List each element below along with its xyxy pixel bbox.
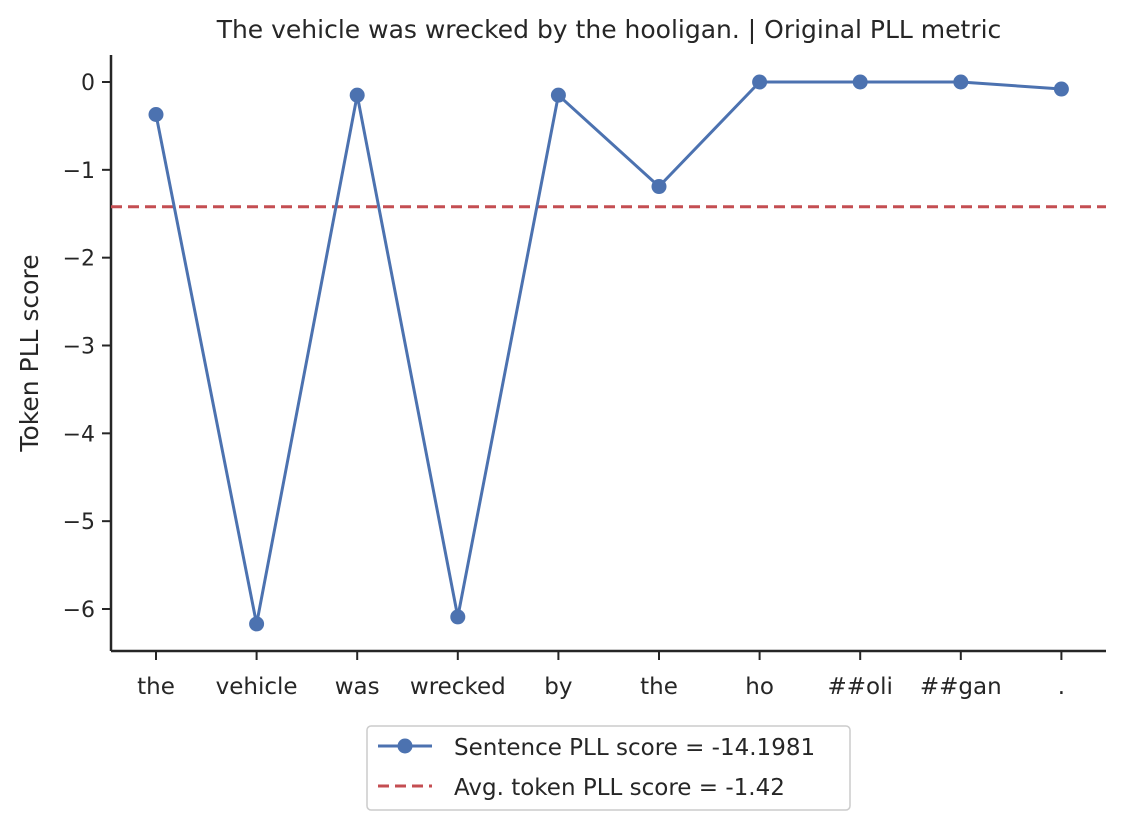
y-tick-label: −3 (63, 335, 95, 360)
y-axis-label: Token PLL score (15, 254, 44, 452)
data-point (1053, 81, 1069, 97)
y-tick-label: −5 (63, 510, 95, 535)
legend-series-marker (397, 738, 413, 754)
tick-label-layer: 0 −1 −2 −3 −4 −5 −6 the vehicle was wrecked by the ho… (63, 71, 1065, 700)
data-point (953, 74, 969, 90)
data-point (550, 87, 566, 103)
x-tick-label: the (137, 674, 175, 700)
x-tick-label: ##gan (920, 674, 1002, 700)
data-point (148, 106, 164, 122)
x-tick-label: . (1058, 674, 1065, 700)
x-tick-label: wrecked (410, 674, 506, 700)
legend: Sentence PLL score = -14.1981 Avg. token… (366, 725, 851, 811)
x-tick-label: vehicle (216, 674, 298, 700)
x-tick-label: by (544, 674, 572, 700)
y-tick-label: −1 (63, 159, 95, 184)
series-layer (148, 74, 1069, 632)
x-tick-label: the (640, 674, 678, 700)
legend-frame (366, 725, 851, 811)
data-point (651, 179, 667, 195)
x-tick-label: was (335, 674, 380, 700)
y-tick-label: −6 (63, 598, 95, 623)
data-point (852, 74, 868, 90)
data-point (349, 87, 365, 103)
x-tick-label: ##oli (827, 674, 892, 700)
data-point (450, 609, 466, 625)
axes (102, 55, 1106, 660)
y-tick-label: 0 (81, 71, 95, 96)
y-tick-label: −4 (63, 422, 95, 447)
y-tick-label: −2 (63, 247, 95, 272)
series-line (154, 80, 1062, 626)
x-tick-label: ho (745, 674, 774, 700)
data-point (249, 616, 265, 632)
legend-series-label: Sentence PLL score = -14.1981 (454, 735, 815, 761)
legend-reference-label: Avg. token PLL score = -1.42 (454, 775, 785, 801)
chart-title: The vehicle was wrecked by the hooligan.… (216, 15, 1002, 44)
data-point (752, 74, 768, 90)
